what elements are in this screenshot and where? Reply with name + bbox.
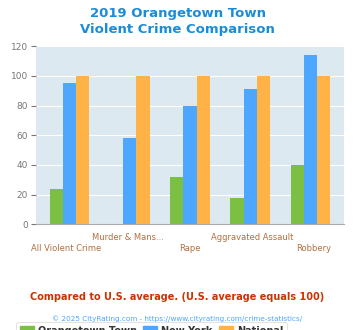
Text: Compared to U.S. average. (U.S. average equals 100): Compared to U.S. average. (U.S. average … <box>31 292 324 302</box>
Text: 2019 Orangetown Town
Violent Crime Comparison: 2019 Orangetown Town Violent Crime Compa… <box>80 7 275 36</box>
Bar <box>304 55 317 224</box>
Bar <box>244 89 257 224</box>
Text: Murder & Mans...: Murder & Mans... <box>92 233 164 242</box>
Text: © 2025 CityRating.com - https://www.cityrating.com/crime-statistics/: © 2025 CityRating.com - https://www.city… <box>53 315 302 322</box>
Text: Rape: Rape <box>179 244 201 253</box>
Bar <box>317 76 330 224</box>
Bar <box>197 76 210 224</box>
Bar <box>76 76 89 224</box>
Legend: Orangetown Town, New York, National: Orangetown Town, New York, National <box>16 322 287 330</box>
Bar <box>257 76 270 224</box>
Bar <box>170 177 183 224</box>
Bar <box>63 83 76 224</box>
Bar <box>230 198 244 224</box>
Bar <box>123 138 136 224</box>
Bar <box>183 106 197 224</box>
Bar <box>290 165 304 224</box>
Bar <box>50 189 63 224</box>
Text: Robbery: Robbery <box>296 244 331 253</box>
Text: Aggravated Assault: Aggravated Assault <box>211 233 293 242</box>
Text: All Violent Crime: All Violent Crime <box>31 244 102 253</box>
Bar <box>136 76 149 224</box>
